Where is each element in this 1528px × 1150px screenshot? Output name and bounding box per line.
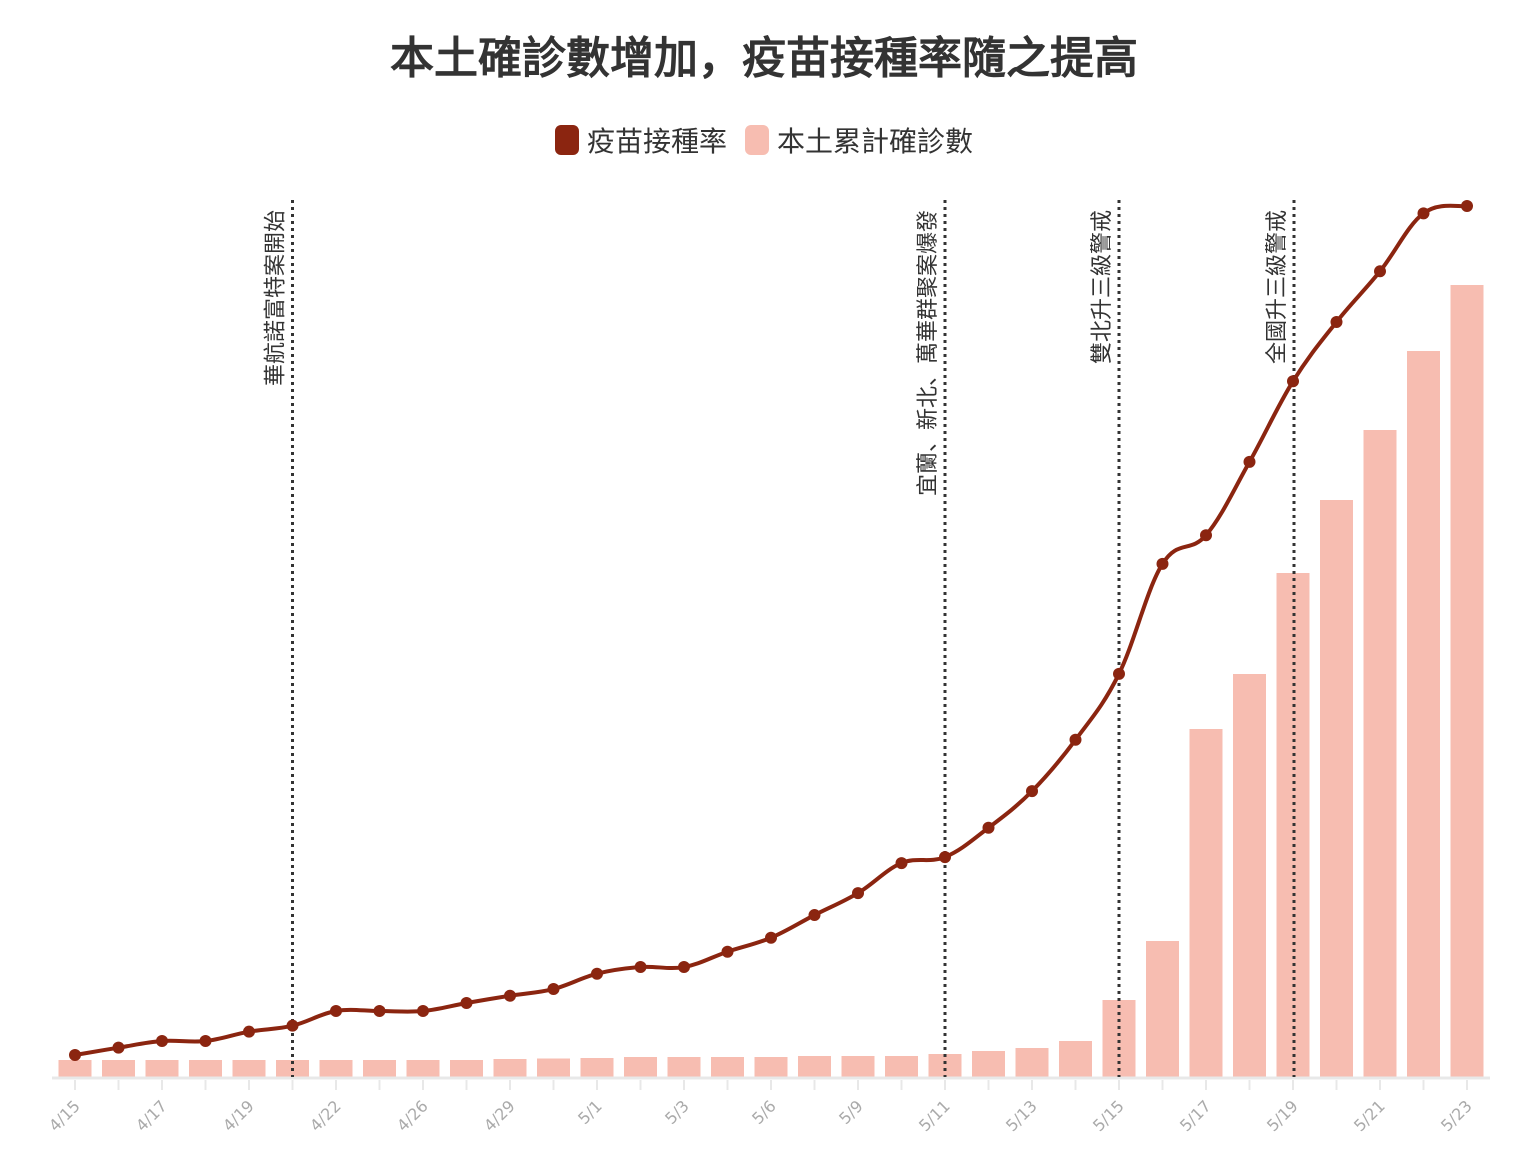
line-point <box>1113 667 1125 680</box>
x-tick-label: 5/13 <box>1002 1096 1041 1135</box>
x-tick-label: 5/3 <box>661 1096 693 1128</box>
bar <box>58 1060 92 1077</box>
line-point <box>547 983 560 996</box>
line-point <box>1026 785 1038 798</box>
legend-swatch-bar <box>745 125 769 155</box>
line-point <box>634 961 647 974</box>
line-point <box>156 1035 168 1048</box>
x-tick-label: 4/19 <box>219 1096 258 1135</box>
bar <box>885 1056 918 1077</box>
x-tick-label: 5/15 <box>1089 1096 1128 1135</box>
x-tick-label: 5/19 <box>1263 1096 1302 1135</box>
annotation-label: 雙北升三級警戒 <box>1090 210 1115 364</box>
line-point <box>721 945 734 958</box>
bar <box>102 1060 135 1077</box>
line-point <box>330 1005 342 1018</box>
x-tick-label: 4/15 <box>45 1096 84 1135</box>
x-tick-label: 5/21 <box>1350 1096 1389 1135</box>
bar <box>841 1056 875 1077</box>
line-point <box>504 989 516 1002</box>
bar <box>319 1060 353 1077</box>
bar <box>363 1060 396 1077</box>
legend-label-line: 疫苗接種率 <box>586 125 727 158</box>
bar <box>711 1057 744 1077</box>
line-point <box>852 887 864 900</box>
bar <box>928 1054 962 1077</box>
bar <box>145 1060 179 1077</box>
bar <box>1320 500 1353 1077</box>
bar <box>1450 285 1484 1077</box>
bar <box>1015 1048 1049 1077</box>
line-point <box>199 1035 212 1048</box>
bar <box>798 1056 831 1077</box>
legend-swatch-line <box>554 125 579 155</box>
bar <box>1146 941 1179 1077</box>
x-tick-label: 5/9 <box>835 1096 867 1128</box>
bar <box>189 1060 222 1077</box>
bar <box>1233 674 1266 1077</box>
line-point <box>69 1049 81 1062</box>
x-tick-label: 4/26 <box>393 1096 432 1135</box>
bar <box>754 1057 788 1077</box>
annotation-label: 宜蘭、新北、萬華群聚案爆發 <box>916 210 941 496</box>
line-point <box>939 851 951 864</box>
line-point <box>1417 207 1430 220</box>
bar <box>667 1057 701 1077</box>
line-point <box>460 997 473 1010</box>
line-point <box>417 1005 429 1018</box>
line-point <box>765 931 777 944</box>
line-point <box>808 909 821 922</box>
legend-label-bar: 本土累計確診數 <box>777 125 974 158</box>
bar <box>450 1060 483 1077</box>
line-point <box>678 961 690 974</box>
line-point <box>1461 200 1473 212</box>
bar <box>580 1058 614 1077</box>
x-tick-label: 5/6 <box>748 1096 780 1128</box>
line-point <box>112 1041 125 1054</box>
bar <box>624 1057 657 1077</box>
legend-item-line[interactable]: 疫苗接種率 <box>554 120 727 160</box>
line-point <box>1374 265 1386 278</box>
x-tick-label: 4/22 <box>306 1096 345 1135</box>
x-tick-label: 5/11 <box>915 1096 954 1135</box>
line-point <box>286 1019 299 1032</box>
bar <box>406 1060 440 1077</box>
annotation-label: 全國升三級警戒 <box>1265 210 1290 364</box>
line-point <box>1069 733 1082 746</box>
x-tick-label: 5/23 <box>1437 1096 1476 1135</box>
line-point <box>1287 375 1299 388</box>
line-point <box>982 821 995 834</box>
bar <box>1407 351 1440 1077</box>
annotation-label: 華航諾富特案開始 <box>264 210 289 386</box>
line-point <box>895 857 908 870</box>
bar <box>232 1060 266 1077</box>
x-tick-label: 5/17 <box>1176 1096 1215 1135</box>
x-tick-label: 4/29 <box>480 1096 519 1135</box>
bar <box>1363 430 1397 1077</box>
line-point <box>1330 315 1343 328</box>
bar <box>1189 729 1223 1077</box>
line-point <box>1243 455 1256 468</box>
line-point <box>591 967 603 980</box>
x-tick-label: 5/1 <box>574 1096 606 1128</box>
bar <box>1059 1041 1092 1077</box>
legend-item-bar[interactable]: 本土累計確診數 <box>745 120 973 160</box>
line-point <box>1200 529 1212 542</box>
line-point <box>373 1005 386 1018</box>
x-tick-label: 4/17 <box>132 1096 171 1135</box>
legend: 疫苗接種率 本土累計確診數 <box>0 120 1528 160</box>
chart-title: 本土確診數增加，疫苗接種率隨之提高 <box>390 33 1138 84</box>
line-point <box>243 1025 255 1038</box>
line-point <box>1156 557 1169 570</box>
bar <box>493 1059 527 1077</box>
bar <box>972 1051 1005 1077</box>
bar <box>1102 1000 1136 1077</box>
bar <box>537 1058 570 1077</box>
